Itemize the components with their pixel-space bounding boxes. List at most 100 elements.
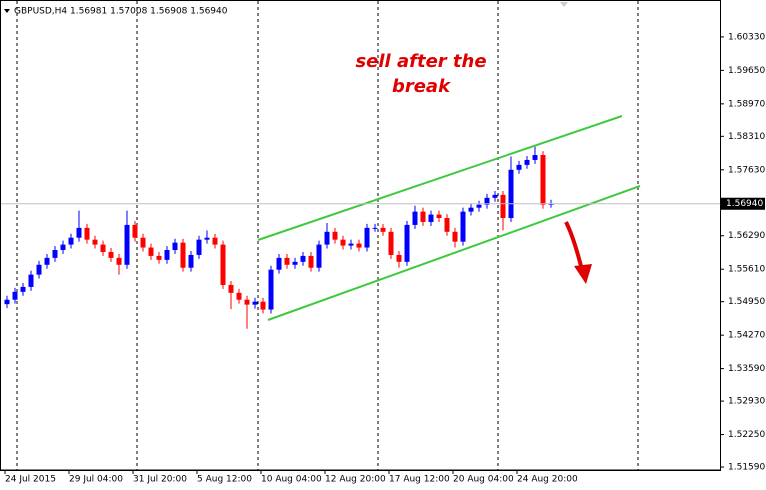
candle-body [524,159,530,165]
candle-body [500,194,506,219]
candle-body [492,194,498,198]
candle-body [388,231,394,255]
candle-body [100,244,106,252]
candle-body [36,264,42,275]
candle-body [20,286,26,292]
candle-body [228,284,234,293]
candle-body [180,242,186,268]
candle-body [380,227,386,232]
channel-upper [257,115,623,241]
annotation-line: sell after the [355,51,486,72]
candle-body [124,224,130,265]
y-tick-label: 1.57630 [728,165,765,175]
candle-body [52,250,58,258]
plot-frame [0,0,721,471]
annotation-line: break [392,76,451,97]
menu-arrow[interactable] [4,9,10,13]
x-tick-label: 12 Aug 20:00 [325,475,386,485]
candle-body [244,299,250,305]
y-tick-label: 1.55610 [728,265,765,275]
candle-body [332,231,338,240]
candle-body [164,250,170,260]
x-tick-label: 20 Aug 04:00 [453,475,514,485]
candle-body [420,211,426,222]
y-tick-label: 1.51590 [728,463,765,473]
x-tick-label: 29 Jul 04:00 [69,475,123,485]
candle-body [316,244,322,268]
y-tick-label: 1.58970 [728,99,765,109]
last-price-box [721,197,765,210]
candle-body [324,231,330,245]
x-tick-label: 5 Aug 12:00 [197,475,252,485]
y-tick-label: 1.52250 [728,430,765,440]
candle-body [132,224,138,238]
candle-body [460,211,466,242]
chart-header: GBPUSD,H4 1.56981 1.57008 1.56908 1.5694… [14,7,228,17]
arrow-shaft [564,221,584,271]
candle-body [28,274,34,287]
candle-body [236,292,242,300]
candle-body [476,204,482,208]
candle-body [260,301,266,310]
x-tick-label: 24 Aug 20:00 [517,475,578,485]
period-separators [16,1,639,470]
y-tick-label: 1.59650 [728,66,765,76]
y-tick-label: 1.54950 [728,297,765,307]
candle-body [436,214,442,219]
candle-body [404,224,410,262]
candle-body [372,227,378,229]
candle-body [508,169,514,219]
candle-body [452,231,458,242]
candle-body [516,164,522,170]
candle-body [172,242,178,251]
candle-body [68,237,74,245]
candle-body [340,239,346,246]
candle-body [484,197,490,205]
y-tick-label: 1.60330 [728,32,765,42]
candle-body [84,227,90,240]
candles [4,146,554,329]
candle-body [148,247,154,256]
candle-body [444,218,450,232]
x-tick-label: 10 Aug 04:00 [261,475,322,485]
candle-body [252,301,258,305]
last-price-label: 1.56940 [726,199,763,209]
candle-body [108,251,114,258]
candle-body [12,291,18,300]
candle-body [364,227,370,248]
candle-body [220,244,226,285]
candle-body [4,299,10,305]
candle-body [156,255,162,260]
channel-lower [267,185,641,321]
arrow-head [574,264,592,284]
candle-body [356,243,362,248]
candle-body [300,255,306,262]
candle-body [276,257,282,270]
candle-body [284,257,290,265]
candle-body [92,239,98,245]
candle-body [44,257,50,265]
candle-body [188,254,194,268]
candle-body [532,155,538,160]
candle-body [196,239,202,255]
candle-body [60,244,66,251]
candle-body [292,261,298,265]
x-tick-label: 24 Jul 2015 [5,475,56,485]
candle-body [212,237,218,245]
candle-body [268,269,274,310]
candle-body [540,155,546,205]
candle-body [396,254,402,262]
candle-body [308,255,314,268]
x-tick-label: 31 Jul 20:00 [133,475,187,485]
y-tick-label: 1.52930 [728,397,765,407]
candle-body [204,237,210,240]
candle-body [428,214,434,222]
y-tick-label: 1.56290 [728,231,765,241]
y-tick-label: 1.53590 [728,364,765,374]
x-tick-label: 17 Aug 12:00 [389,475,450,485]
scroll-marker [560,2,568,7]
candle-body [348,243,354,246]
candle-body [468,207,474,212]
candle-body [116,257,122,265]
